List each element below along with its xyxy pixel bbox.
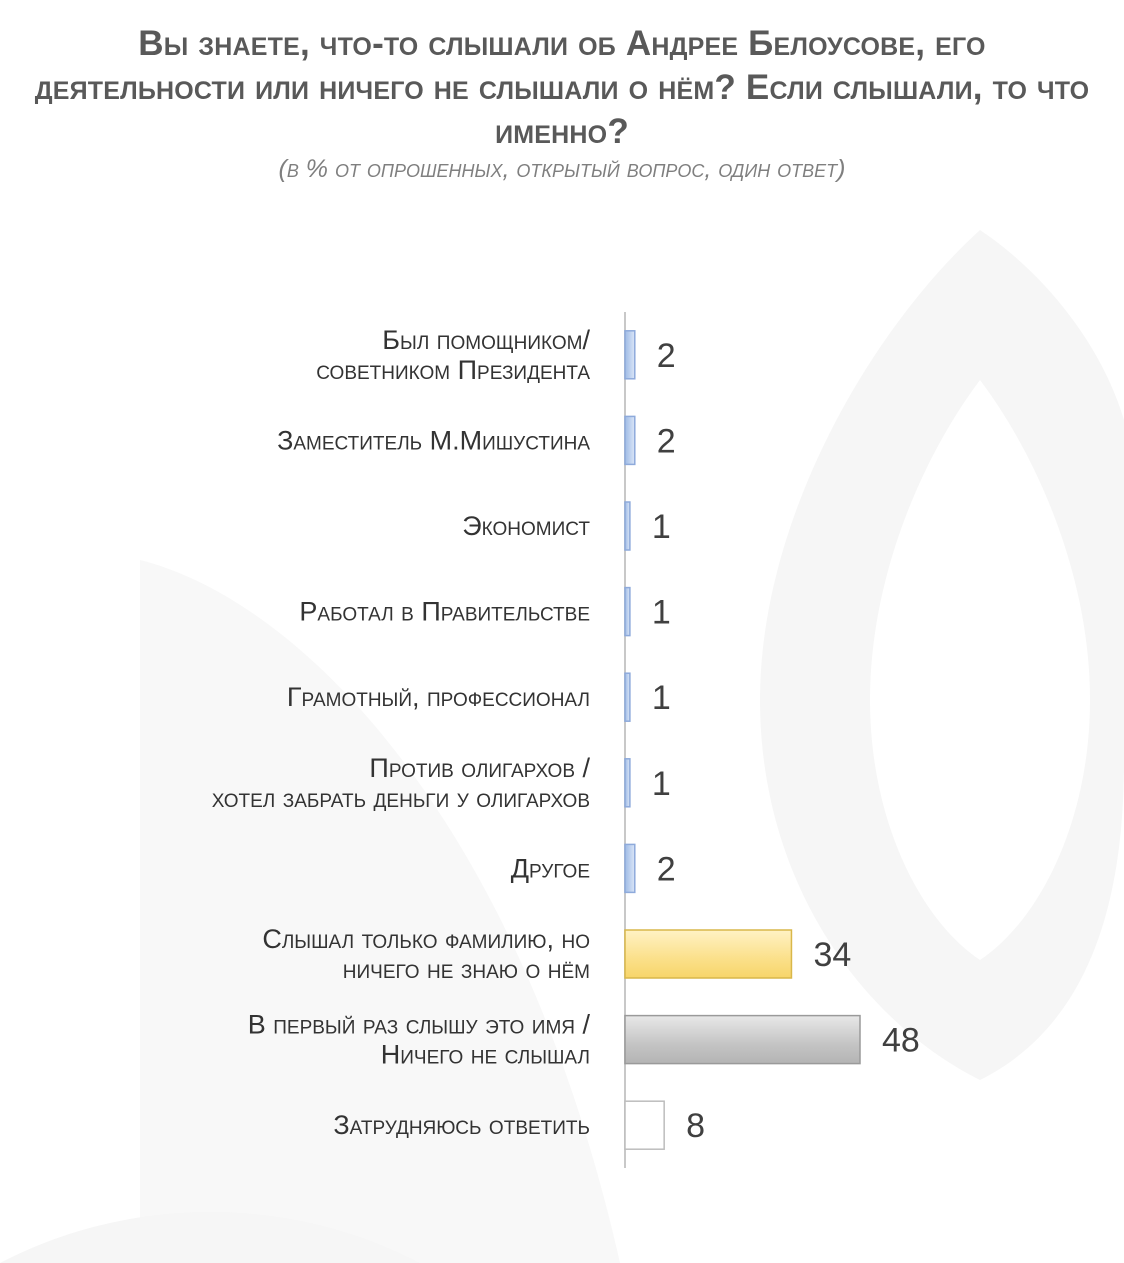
data-label-3: 1: [652, 594, 671, 632]
category-label-3-line-0: Работал в Правительстве: [299, 597, 590, 627]
category-label-7-line-1: ничего не знаю о нём: [343, 954, 590, 984]
category-label-6-line-0: Другое: [511, 853, 590, 883]
data-label-9: 8: [686, 1107, 705, 1145]
data-label-0: 2: [657, 337, 676, 375]
category-label-8-line-1: Ничего не слышал: [381, 1040, 590, 1070]
data-label-4: 1: [652, 679, 671, 717]
category-label-1-line-0: Заместитель М.Мишустина: [277, 425, 590, 455]
data-label-2: 1: [652, 508, 671, 546]
bar-2: [624, 501, 631, 551]
data-label-8: 48: [882, 1022, 920, 1060]
bar-6: [624, 843, 636, 894]
category-label-0-line-1: советником Президента: [316, 355, 590, 385]
bar-9: [624, 1100, 665, 1150]
bar-0: [624, 330, 636, 380]
bar-4: [624, 672, 631, 722]
category-label-8-line-0: В первый раз слышу это имя /: [248, 1010, 591, 1040]
data-label-6: 2: [657, 850, 676, 888]
data-label-1: 2: [657, 422, 676, 460]
category-label-7-line-0: Слышал только фамилию, но: [262, 924, 590, 954]
category-label-9-line-0: Затрудняюсь ответить: [333, 1110, 590, 1140]
category-label-4-line-0: Грамотный, профессионал: [287, 682, 590, 712]
chart-title: Вы знаете, что-то слышали об Андрее Бело…: [34, 24, 1090, 151]
data-label-5: 1: [652, 765, 671, 803]
category-label-5-line-1: хотел забрать деньги у олигархов: [212, 783, 590, 813]
bar-1: [624, 415, 636, 466]
bar-8: [624, 1014, 861, 1065]
bar-5: [624, 758, 631, 808]
bar-3: [624, 586, 631, 637]
category-label-2-line-0: Экономист: [462, 511, 590, 541]
chart-subtitle: (в % от опрошенных, открытый вопрос, оди…: [278, 155, 846, 183]
chart-header: Вы знаете, что-то слышали об Андрее Бело…: [0, 22, 1124, 184]
category-label-0-line-0: Был помощником/: [382, 325, 590, 355]
data-label-7: 34: [813, 936, 851, 974]
category-label-5-line-0: Против олигархов /: [369, 753, 590, 783]
bar-7: [624, 929, 793, 979]
